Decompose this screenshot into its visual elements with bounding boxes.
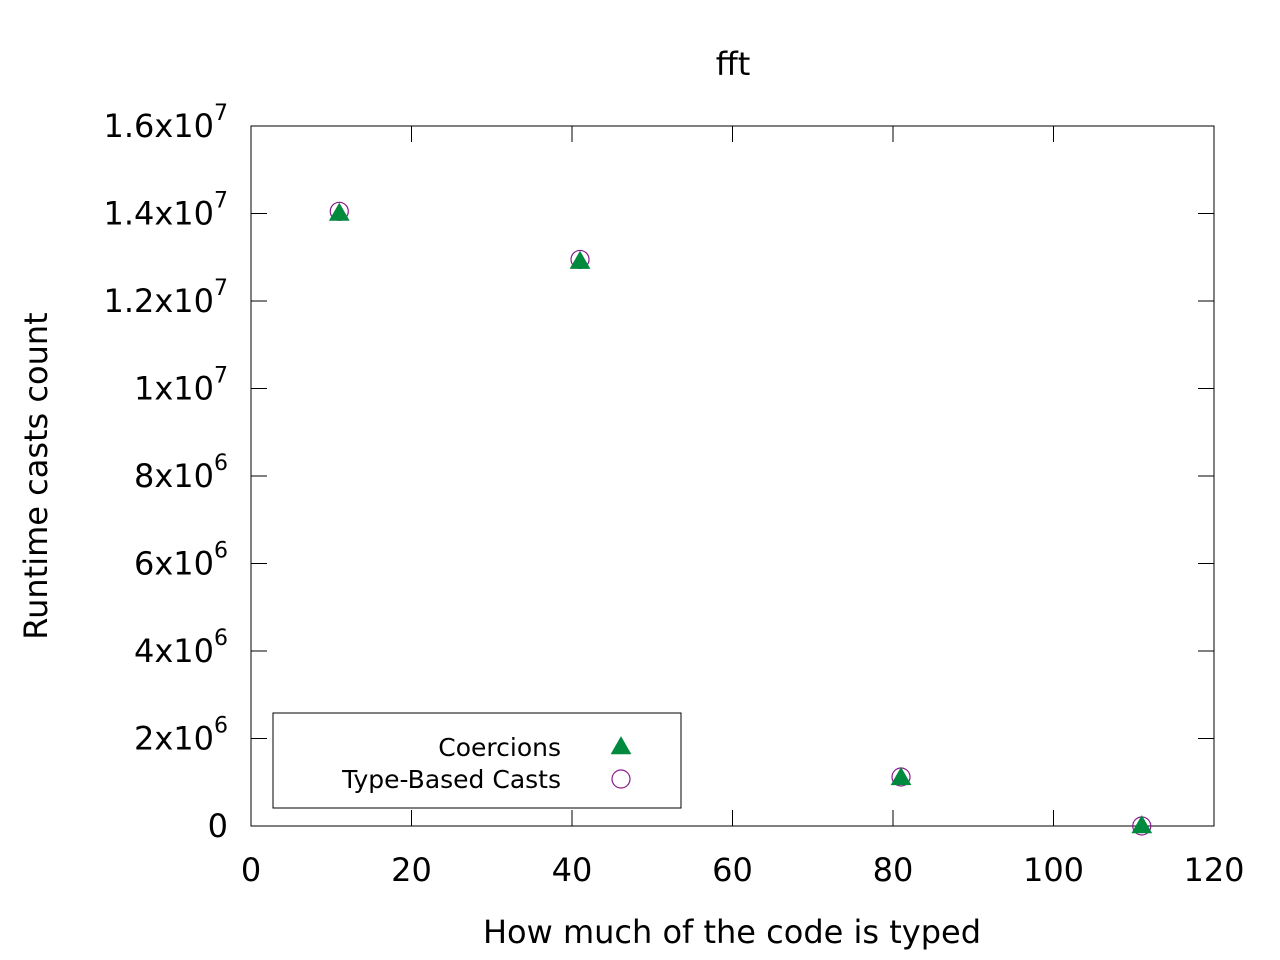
legend-box — [272, 712, 682, 809]
data-point — [328, 202, 350, 221]
series-coercions — [328, 202, 1153, 834]
x-axis-ticks: 0 20 40 60 80 100 120 — [241, 126, 1245, 889]
y-tick-exponent: 7 — [214, 101, 228, 126]
y-tick-label: 8x106 — [134, 451, 228, 495]
x-tick-label: 40 — [552, 851, 593, 889]
y-axis-ticks: 02x1064x1066x1068x1061x1071.2x1071.4x107… — [103, 101, 1214, 845]
x-tick-label: 100 — [1023, 851, 1084, 889]
y-tick-mantissa: 1.4x10 — [103, 195, 214, 233]
y-tick-mantissa: 1x10 — [134, 370, 214, 408]
y-tick-label: 0 — [208, 807, 228, 845]
y-tick-label: 1x107 — [134, 364, 228, 408]
y-tick-mantissa: 6x10 — [134, 545, 214, 583]
data-point — [1131, 815, 1153, 834]
data-point — [890, 766, 912, 786]
y-tick-mantissa: 8x10 — [134, 457, 214, 495]
legend-label: Coercions — [438, 733, 561, 762]
legend: Coercions Type-Based Casts — [272, 712, 682, 809]
x-axis-label: How much of the code is typed — [483, 913, 981, 951]
x-tick-label: 0 — [241, 851, 261, 889]
chart-title: fft — [716, 45, 751, 83]
y-tick-label: 1.2x107 — [103, 276, 228, 320]
x-tick-label: 120 — [1183, 851, 1244, 889]
y-tick-exponent: 6 — [214, 714, 228, 739]
y-tick-mantissa: 2x10 — [134, 720, 214, 758]
y-tick-mantissa: 1.2x10 — [103, 282, 214, 320]
y-tick-exponent: 7 — [214, 189, 228, 214]
series-layer — [328, 201, 1153, 836]
y-tick-label: 1.4x107 — [103, 189, 228, 233]
y-axis-label: Runtime casts count — [17, 312, 55, 639]
y-tick-exponent: 6 — [214, 626, 228, 651]
y-tick-exponent: 7 — [214, 276, 228, 301]
y-tick-exponent: 6 — [214, 451, 228, 476]
y-tick-label: 6x106 — [134, 539, 228, 583]
x-tick-label: 20 — [391, 851, 432, 889]
y-tick-label: 4x106 — [134, 626, 228, 670]
legend-marker — [610, 736, 632, 755]
y-tick-exponent: 6 — [214, 539, 228, 564]
legend-marker — [611, 769, 631, 789]
x-tick-label: 80 — [873, 851, 914, 889]
y-tick-mantissa: 1.6x10 — [103, 107, 214, 145]
legend-label: Type-Based Casts — [341, 765, 561, 794]
x-tick-label: 60 — [712, 851, 753, 889]
y-tick-label: 2x106 — [134, 714, 228, 758]
y-tick-mantissa: 4x10 — [134, 632, 214, 670]
y-tick-mantissa: 0 — [208, 807, 228, 845]
y-tick-label: 1.6x107 — [103, 101, 228, 145]
data-point — [569, 250, 591, 269]
y-tick-exponent: 7 — [214, 364, 228, 389]
